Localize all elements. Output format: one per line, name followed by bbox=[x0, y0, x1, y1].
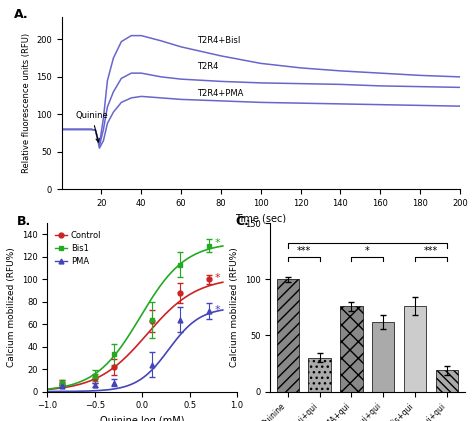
Text: A.: A. bbox=[14, 8, 28, 21]
Bar bbox=[404, 306, 426, 392]
Text: B.: B. bbox=[17, 215, 31, 228]
Y-axis label: Relative fluorescence units (RFU): Relative fluorescence units (RFU) bbox=[22, 33, 31, 173]
Y-axis label: Calcium mobilized (RFU%): Calcium mobilized (RFU%) bbox=[8, 248, 17, 367]
Bar bbox=[309, 358, 331, 392]
Text: *: * bbox=[214, 304, 220, 314]
Bar bbox=[276, 279, 299, 392]
X-axis label: Quinine log (mM): Quinine log (mM) bbox=[100, 416, 184, 421]
Text: ***: *** bbox=[424, 246, 438, 256]
Text: ***: *** bbox=[297, 246, 311, 256]
Y-axis label: Calcium mobilized (RFU%): Calcium mobilized (RFU%) bbox=[230, 248, 239, 367]
Bar bbox=[372, 322, 394, 392]
Text: C.: C. bbox=[235, 215, 249, 228]
Text: T2R4: T2R4 bbox=[197, 62, 219, 72]
Text: *: * bbox=[214, 273, 220, 283]
Text: T2R4+BisI: T2R4+BisI bbox=[197, 36, 240, 45]
Bar bbox=[436, 370, 458, 392]
Text: *: * bbox=[365, 246, 370, 256]
Text: Quinine: Quinine bbox=[75, 111, 108, 142]
Bar bbox=[340, 306, 363, 392]
Legend: Control, Bis1, PMA: Control, Bis1, PMA bbox=[52, 227, 105, 269]
Text: T2R4+PMA: T2R4+PMA bbox=[197, 89, 243, 99]
X-axis label: Time (sec): Time (sec) bbox=[235, 214, 286, 224]
Text: *: * bbox=[214, 238, 220, 248]
